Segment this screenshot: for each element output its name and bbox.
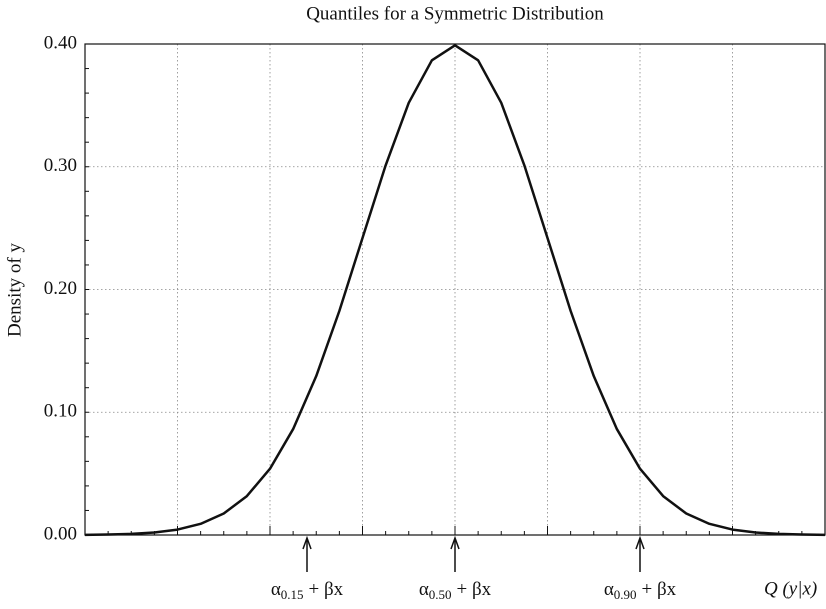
annotation-symbol: α — [271, 579, 281, 600]
annotation-suffix: + βx — [642, 579, 677, 600]
annotation-symbol: α — [604, 579, 614, 600]
y-axis-label: Density of y — [4, 243, 25, 337]
density-curve — [84, 44, 826, 537]
annotation-label: α0.15 + βx — [271, 579, 344, 602]
annotation-subscript: 0.90 — [614, 587, 637, 602]
chart-title: Quantiles for a Symmetric Distribution — [306, 3, 604, 24]
annotation-label: α0.50 + βx — [419, 579, 492, 602]
arrow-head — [635, 535, 645, 550]
y-tick-label: 0.20 — [44, 278, 77, 299]
plot-frame — [84, 43, 826, 536]
annotation-suffix: + βx — [457, 579, 492, 600]
annotation-label: α0.90 + βx — [604, 579, 677, 602]
arrow-head — [302, 535, 312, 550]
y-tick-label: 0.40 — [44, 32, 77, 53]
annotation-symbol: α — [419, 579, 429, 600]
y-tick-label: 0.30 — [44, 155, 77, 176]
annotation-subscript: 0.50 — [429, 587, 452, 602]
arrow-head — [450, 535, 460, 550]
y-tick-label: 0.10 — [44, 401, 77, 422]
annotation-suffix: + βx — [309, 579, 344, 600]
y-tick-label: 0.00 — [44, 523, 77, 544]
x-axis-label: Q (y|x) — [764, 578, 817, 599]
annotation-subscript: 0.15 — [281, 587, 304, 602]
